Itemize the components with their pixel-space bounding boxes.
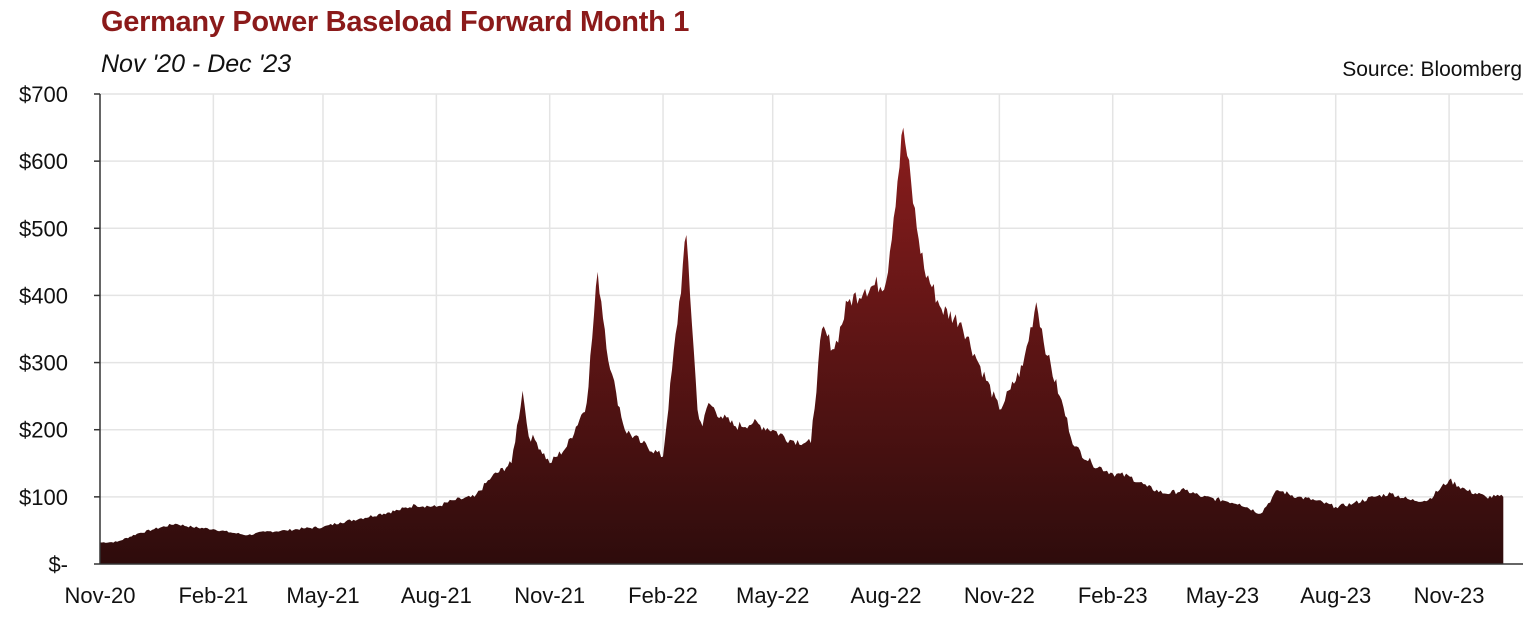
y-tick-label: $100 bbox=[19, 485, 68, 510]
axes bbox=[94, 93, 1523, 565]
x-tick-label: May-22 bbox=[736, 583, 809, 608]
x-tick-label: Nov-21 bbox=[514, 583, 585, 608]
x-tick-label: Nov-20 bbox=[65, 583, 136, 608]
gridlines bbox=[100, 93, 1523, 564]
x-tick-label: Nov-23 bbox=[1414, 583, 1485, 608]
x-tick-label: Feb-23 bbox=[1078, 583, 1148, 608]
y-tick-label: $400 bbox=[19, 283, 68, 308]
power-price-area bbox=[100, 127, 1504, 564]
x-tick-label: May-23 bbox=[1186, 583, 1259, 608]
y-tick-label: $700 bbox=[19, 82, 68, 107]
source-note: Source: Bloomberg bbox=[1342, 58, 1522, 81]
y-tick-label: $200 bbox=[19, 418, 68, 443]
y-tick-label: $- bbox=[48, 552, 68, 577]
chart-subtitle: Nov '20 - Dec '23 bbox=[101, 50, 292, 78]
x-tick-labels: Nov-20 Feb-21 May-21 Aug-21 Nov-21 Feb-22 May-… bbox=[65, 583, 1485, 608]
x-tick-label: Feb-21 bbox=[178, 583, 248, 608]
x-tick-label: Aug-21 bbox=[401, 583, 472, 608]
x-tick-label: Nov-22 bbox=[964, 583, 1035, 608]
y-tick-labels: $- $100 $200 $300 $400 $500 $600 $700 bbox=[19, 82, 68, 577]
x-tick-label: Feb-22 bbox=[628, 583, 698, 608]
y-tick-label: $300 bbox=[19, 351, 68, 376]
x-tick-label: Aug-22 bbox=[851, 583, 922, 608]
x-tick-label: Aug-23 bbox=[1300, 583, 1371, 608]
x-tick-label: May-21 bbox=[286, 583, 359, 608]
y-tick-label: $600 bbox=[19, 149, 68, 174]
series-area bbox=[100, 127, 1504, 564]
y-tick-label: $500 bbox=[19, 216, 68, 241]
chart-title: Germany Power Baseload Forward Month 1 bbox=[101, 6, 690, 38]
